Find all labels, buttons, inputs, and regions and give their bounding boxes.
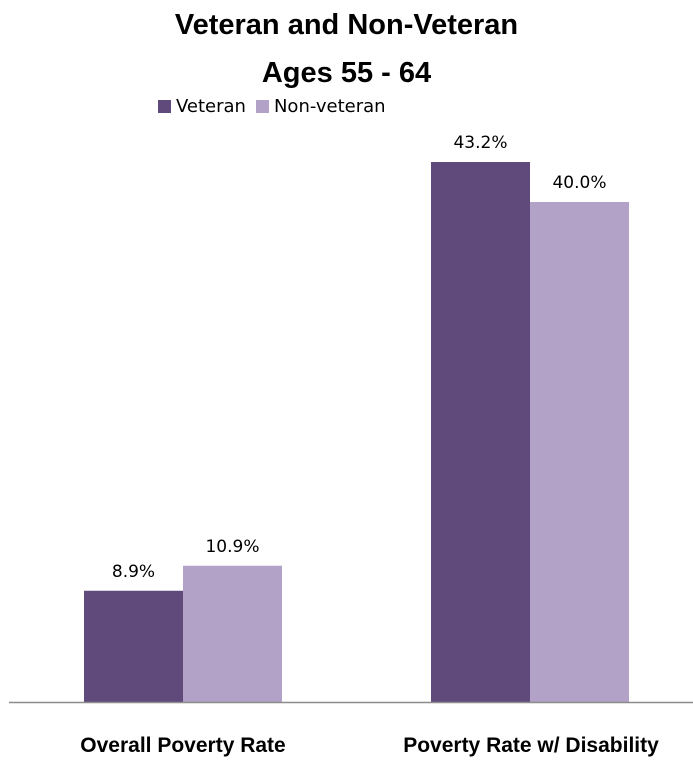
legend-label-veteran: Veteran	[176, 95, 246, 117]
legend-item-veteran: Veteran	[158, 96, 246, 117]
chart-title-line-2: Ages 55 - 64	[261, 57, 432, 89]
legend: Veteran Non-veteran	[158, 95, 396, 117]
category-label-1: Overall Poverty Rate	[80, 734, 285, 757]
data-label-veteran-1: 8.9%	[112, 562, 155, 582]
legend-swatch-non-veteran	[255, 99, 269, 113]
data-label-veteran-2: 43.2%	[453, 133, 507, 153]
bar-non-veteran-2	[530, 202, 629, 702]
legend-swatch-veteran	[158, 99, 171, 113]
legend-label-non-veteran: Non-veteran	[273, 95, 386, 117]
bar-veteran-1	[84, 590, 183, 702]
bar-veteran-2	[431, 162, 530, 702]
category-label-2: Poverty Rate w/ Disability	[403, 734, 659, 757]
legend-item-non-veteran: Non-veteran	[255, 95, 386, 117]
bar-non-veteran-1	[183, 565, 282, 702]
data-label-non-veteran-1: 10.9%	[205, 537, 259, 557]
data-label-non-veteran-2: 40.0%	[552, 173, 606, 193]
chart-title-line-1: Veteran and Non-Veteran	[174, 9, 519, 41]
